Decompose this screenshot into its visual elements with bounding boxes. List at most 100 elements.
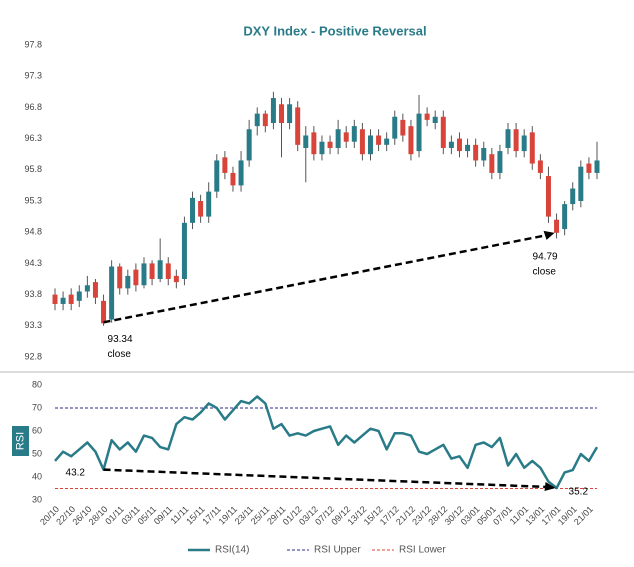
y-tick-label: 95.3: [24, 195, 42, 205]
candle-body: [343, 132, 349, 142]
y-tick-label: 97.8: [24, 39, 42, 49]
y-tick-label: 95.8: [24, 164, 42, 174]
candle-body: [125, 275, 131, 289]
candle-body: [206, 191, 212, 217]
candle-body: [521, 135, 527, 152]
legend-label: RSI Lower: [399, 545, 446, 556]
annotation: 35.2: [569, 487, 589, 498]
arrow-head: [544, 482, 556, 492]
candle-body: [400, 119, 406, 136]
candle-body: [327, 141, 333, 148]
candle-body: [230, 172, 236, 186]
annotation: 43.2: [66, 467, 86, 478]
candle-body: [165, 263, 171, 279]
legend-label: RSI(14): [215, 545, 249, 556]
y-tick-label: 92.8: [24, 351, 42, 361]
candle-body: [109, 266, 115, 320]
candle-body: [311, 132, 317, 155]
candle-body: [440, 116, 446, 148]
candle-body: [570, 188, 576, 205]
candle-body: [141, 263, 147, 286]
candle-body: [554, 219, 560, 233]
candle-body: [173, 275, 179, 283]
candle-body: [562, 204, 568, 230]
candle-body: [214, 160, 220, 192]
candle-body: [359, 129, 365, 155]
candle-body: [448, 141, 454, 148]
chart-title: DXY Index - Positive Reversal: [243, 23, 426, 38]
y-tick-label: 93.3: [24, 320, 42, 330]
legend-label: RSI Upper: [314, 545, 361, 556]
candle-body: [222, 157, 228, 173]
candle-body: [52, 294, 58, 304]
annotation: 93.34: [108, 334, 133, 345]
candle-body: [238, 160, 244, 186]
candle-body: [254, 113, 260, 127]
candle-body: [303, 135, 309, 148]
annotation-note: close: [108, 349, 132, 360]
candle-body: [384, 138, 390, 145]
candle-body: [198, 201, 204, 217]
y-tick-label: 80: [32, 379, 42, 389]
candle-body: [578, 166, 584, 201]
candle-body: [432, 116, 438, 123]
candle-body: [545, 176, 551, 217]
candle-body: [456, 138, 462, 152]
candle-body: [190, 197, 196, 223]
y-tick-label: 70: [32, 402, 42, 412]
candle-body: [181, 222, 187, 279]
candle-body: [68, 294, 74, 304]
y-tick-label: 30: [32, 494, 42, 504]
y-tick-label: 97.3: [24, 71, 42, 81]
candle-body: [279, 104, 285, 123]
y-tick-label: 93.8: [24, 289, 42, 299]
annotation-note: close: [533, 266, 557, 277]
candle-body: [149, 263, 155, 279]
y-tick-label: 96.8: [24, 102, 42, 112]
candle-body: [157, 260, 163, 279]
candle-body: [270, 98, 276, 123]
arrow-head: [543, 230, 555, 240]
candle-body: [295, 107, 301, 145]
x-tick-label: 21/01: [572, 504, 595, 527]
candle-body: [76, 291, 82, 301]
candle-body: [505, 129, 511, 148]
candle-body: [594, 160, 600, 173]
candle-body: [287, 104, 293, 123]
y-tick-label: 96.3: [24, 133, 42, 143]
candle-body: [262, 113, 268, 127]
ylabel-box: [12, 426, 29, 456]
candle-body: [465, 144, 471, 152]
candle-body: [489, 154, 495, 173]
trend-arrow: [103, 468, 549, 489]
candle-body: [586, 163, 592, 173]
candle-body: [133, 269, 139, 286]
candle-body: [246, 129, 252, 161]
candle-body: [92, 282, 98, 298]
candle-body: [481, 147, 487, 161]
candle-body: [416, 113, 422, 152]
candle-body: [513, 129, 519, 152]
candle-body: [101, 300, 107, 324]
candle-body: [497, 151, 503, 173]
candle-body: [335, 129, 341, 148]
trend-arrow: [103, 233, 549, 324]
annotation: 94.79: [533, 251, 558, 262]
y-tick-label: 40: [32, 471, 42, 481]
candle-body: [424, 113, 430, 120]
y-tick-label: 50: [32, 448, 42, 458]
candle-body: [367, 135, 373, 155]
candle-body: [351, 126, 357, 142]
y-tick-label: 60: [32, 425, 42, 435]
rsi-line: [54, 395, 599, 490]
y-tick-label: 94.8: [24, 227, 42, 237]
candle-body: [392, 116, 398, 139]
candle-body: [84, 285, 90, 292]
candle-body: [376, 135, 382, 145]
candle-body: [473, 144, 479, 161]
y-tick-label: 94.3: [24, 258, 42, 268]
candle-body: [537, 160, 543, 173]
candle-body: [408, 126, 414, 155]
y-axis-label: RSI: [14, 432, 26, 450]
